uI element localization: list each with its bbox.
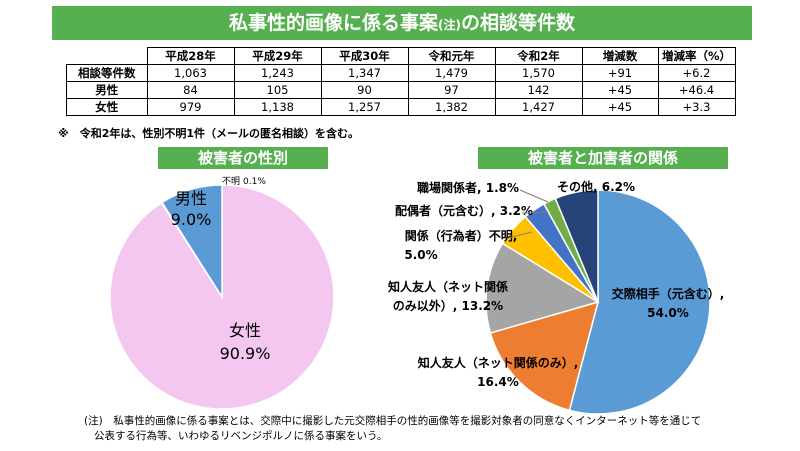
pie-label-spouse: 配偶者（元含む）, 3.2% xyxy=(395,203,533,218)
pie-value-unknown: 0.1% xyxy=(243,177,266,187)
table-header-cell: 令和2年 xyxy=(494,47,583,65)
table-cell: 97 xyxy=(407,81,496,99)
pie-value-partner: 54.0% xyxy=(647,306,689,320)
leader-line xyxy=(507,231,533,239)
table-cell: 1,427 xyxy=(494,98,583,116)
pie-label-net-friend: 知人友人（ネット関係のみ）, xyxy=(417,355,579,370)
pie-label-other: その他, 6.2% xyxy=(557,179,635,194)
relationship-chart-title: 被害者と加害者の関係 xyxy=(478,147,728,169)
consultation-table: 平成28年 平成29年 平成30年 令和元年 令和2年 増減数 増減率（%） 相… xyxy=(66,47,736,116)
pie-label-friend-line2: のみ以外）, 13.2% xyxy=(393,298,503,313)
table-row: 相談等件数 1,063 1,243 1,347 1,479 1,570 +91 … xyxy=(66,64,736,82)
pie-value-workplace: 1.8% xyxy=(486,181,519,195)
table-cell: +6.2 xyxy=(657,64,736,82)
pie-label-female: 女性 xyxy=(229,321,261,340)
pie-value-friend: 13.2% xyxy=(462,299,504,313)
pie-label-other-text: その他, xyxy=(557,179,598,194)
leader-line xyxy=(521,211,549,214)
pie-label-unknown: 不明 xyxy=(222,176,240,187)
pie-label-workplace: 職場関係者, 1.8% xyxy=(417,180,519,195)
pie-slice-male xyxy=(160,184,223,300)
pie-value-net-friend: 16.4% xyxy=(477,375,519,389)
pie-value-male: 9.0% xyxy=(171,210,212,229)
table-cell: 1,138 xyxy=(233,98,322,116)
gender-pie xyxy=(109,184,335,410)
pie-label-workplace-text: 職場関係者, xyxy=(417,180,482,195)
pie-label-male: 男性 xyxy=(175,189,207,208)
table-cell: 1,243 xyxy=(233,64,322,82)
table-cell: 1,257 xyxy=(320,98,409,116)
table-cell: 1,479 xyxy=(407,64,496,82)
table-cell: 1,063 xyxy=(146,64,235,82)
pie-slice-net-friend xyxy=(489,300,600,412)
table-cell: +46.4 xyxy=(657,81,736,99)
relationship-pie xyxy=(485,189,711,415)
pie-value-other: 6.2% xyxy=(602,180,635,194)
table-header-cell: 令和元年 xyxy=(407,47,496,65)
table-cell: 1,570 xyxy=(494,64,583,82)
title-main: 私事性的画像に係る事案 xyxy=(228,12,438,34)
table-cell: 1,382 xyxy=(407,98,496,116)
table-note: ※ 令和2年は、性別不明1件（メールの匿名相談）を含む。 xyxy=(58,127,359,140)
footnote: (注) 私事性的画像に係る事案とは、交際中に撮影した元交際相手の性的画像等を撮影… xyxy=(84,414,701,444)
footnote-line2: 公表する行為等、いわゆるリベンジポルノに係る事案をいう。 xyxy=(94,430,388,442)
pie-value-female: 90.9% xyxy=(220,344,271,363)
pie-label-spouse-text: 配偶者（元含む）, xyxy=(395,203,496,218)
table-row-label: 女性 xyxy=(66,98,148,116)
table-row-label: 相談等件数 xyxy=(66,64,148,82)
pie-label-friend-line1: 知人友人（ネット関係 xyxy=(387,279,508,294)
title-note-mark: (注) xyxy=(438,18,461,32)
pie-value-unknown-rel: 5.0% xyxy=(404,248,437,262)
table-cell: +3.3 xyxy=(657,98,736,116)
pie-label-partner: 交際相手（元含む）, xyxy=(612,286,725,301)
pie-slice-friend xyxy=(485,242,600,334)
table-cell: +45 xyxy=(581,81,659,99)
table-cell: 979 xyxy=(146,98,235,116)
pie-value-spouse: 3.2% xyxy=(500,204,533,218)
table-header-cell: 増減数 xyxy=(581,47,659,65)
table-row: 男性 84 105 90 97 142 +45 +46.4 xyxy=(66,81,736,99)
table-cell: 1,347 xyxy=(320,64,409,82)
pie-label-friend-part2: のみ以外）, xyxy=(393,298,458,313)
leader-line xyxy=(519,189,549,203)
footnote-line1: (注) 私事性的画像に係る事案とは、交際中に撮影した元交際相手の性的画像等を撮影… xyxy=(84,415,702,427)
pie-label-unknown-rel: 関係（行為者）不明, xyxy=(405,228,518,243)
pie-slice-partner xyxy=(568,189,711,415)
pie-labels: 男性 9.0% 不明 0.1% 女性 90.9% 交際相手（元含む）, 54.0… xyxy=(171,176,725,389)
page-title: 私事性的画像に係る事案(注)の相談等件数 xyxy=(52,6,752,40)
gender-chart-title: 被害者の性別 xyxy=(158,147,328,169)
title-suffix: の相談等件数 xyxy=(460,12,575,34)
pie-slice-other xyxy=(554,189,599,303)
table-row: 女性 979 1,138 1,257 1,382 1,427 +45 +3.3 xyxy=(66,98,736,116)
